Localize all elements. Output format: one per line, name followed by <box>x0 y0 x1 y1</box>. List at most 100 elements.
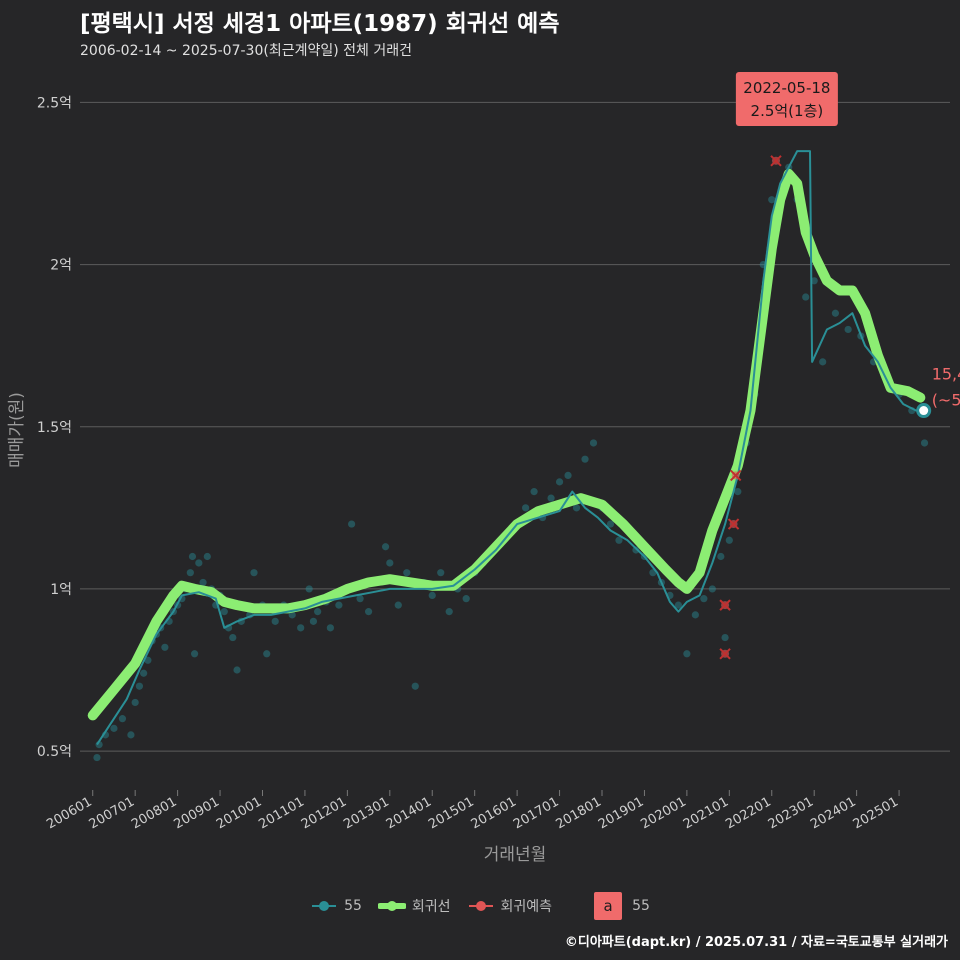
transaction-point <box>734 488 742 496</box>
x-tick-label: 202501 <box>851 794 901 832</box>
x-tick-label: 201901 <box>596 794 646 832</box>
x-tick-label: 200901 <box>172 794 222 832</box>
transaction-point <box>305 585 313 593</box>
transaction-point <box>326 624 334 632</box>
prediction-marker <box>719 648 731 660</box>
x-tick-label: 200801 <box>129 794 179 832</box>
transaction-point <box>522 504 530 512</box>
legend-label-55: 55 <box>344 898 362 914</box>
legend-item-prediction[interactable]: 회귀예측 <box>467 896 553 916</box>
prediction-marker <box>719 599 731 611</box>
transaction-point <box>674 601 682 609</box>
transaction-point <box>356 595 364 603</box>
x-tick-label: 201601 <box>469 794 519 832</box>
transaction-point <box>190 650 199 658</box>
transaction-point <box>309 617 318 625</box>
transaction-point <box>140 669 148 677</box>
x-tick-label: 202101 <box>681 794 731 832</box>
y-axis-title: 매매가(원) <box>7 392 27 468</box>
latest-value-label: 15,475 <box>932 365 960 384</box>
transaction-point <box>314 608 322 616</box>
y-tick-label: 1억 <box>50 582 72 598</box>
transaction-point <box>135 682 144 690</box>
transaction-point <box>768 196 776 204</box>
transaction-point <box>547 494 555 502</box>
x-tick-label: 202201 <box>723 794 773 832</box>
transaction-point <box>271 617 279 625</box>
peak-annotation-box <box>735 72 838 126</box>
transaction-point <box>802 293 810 301</box>
transaction-point <box>831 309 840 317</box>
peak-date-label: 2022-05-18 <box>743 79 830 97</box>
x-tick-label: 201101 <box>256 794 306 832</box>
transaction-point <box>335 601 343 609</box>
transaction-point <box>386 559 394 567</box>
transaction-point <box>462 595 470 603</box>
transaction-point <box>220 608 228 616</box>
transaction-point <box>233 666 241 674</box>
legend-key-regression <box>377 901 406 911</box>
transaction-point <box>250 569 258 577</box>
x-tick-label: 201001 <box>214 794 264 832</box>
transaction-point <box>632 546 640 554</box>
legend-key-55 <box>312 901 337 911</box>
x-tick-label: 201801 <box>554 794 604 832</box>
chart-title: [평택시] 서정 세경1 아파트(1987) 회귀선 예측 <box>80 11 560 37</box>
transaction-point <box>364 608 373 616</box>
x-tick-label: 201301 <box>341 794 391 832</box>
legend-text-key: a <box>594 892 623 920</box>
legend-item-regression[interactable]: 회귀선 <box>377 896 451 916</box>
transaction-point <box>721 633 729 642</box>
transaction-point <box>530 488 538 496</box>
transaction-point <box>195 559 203 567</box>
transaction-point <box>186 569 194 577</box>
transaction-point <box>810 277 818 285</box>
transaction-point <box>428 591 436 600</box>
transaction-point <box>615 536 623 544</box>
transaction-point <box>110 724 118 732</box>
transaction-point <box>403 569 411 577</box>
prediction-marker <box>770 155 782 167</box>
x-tick-label: 201501 <box>426 794 476 832</box>
transaction-point <box>131 698 139 707</box>
transaction-point <box>118 715 127 723</box>
chart-subtitle: 2006-02-14 ~ 2025-07-30(최근계약일) 전체 거래건 <box>80 43 412 59</box>
transaction-point <box>445 608 453 616</box>
x-tick-label: 201401 <box>384 794 434 832</box>
footer-credit: ©디아파트(dapt.kr) / 2025.07.31 / 자료=국토교통부 실… <box>564 935 948 950</box>
transaction-point <box>437 569 445 577</box>
legend-item-55[interactable]: 55 <box>310 896 362 916</box>
transaction-point <box>161 643 169 651</box>
x-tick-label: 200701 <box>87 794 137 832</box>
latest-area-label: (~55㎡) <box>932 391 960 410</box>
regression-line <box>87 168 926 721</box>
legend-label-regression: 회귀선 <box>411 899 451 915</box>
transaction-point <box>572 504 581 512</box>
x-tick-label: 202301 <box>766 794 816 832</box>
x-tick-label: 202001 <box>638 794 688 832</box>
transaction-point <box>683 650 691 658</box>
y-tick-label: 2.5억 <box>37 95 72 111</box>
prediction-marker <box>729 469 742 482</box>
legend: 55 회귀선 회귀예측 a 55 <box>0 892 960 920</box>
transaction-point <box>564 471 572 480</box>
y-tick-label: 2억 <box>50 258 72 274</box>
y-tick-label: 0.5억 <box>37 744 72 760</box>
peak-value-label: 2.5억(1층) <box>751 102 824 120</box>
transaction-point <box>717 552 725 561</box>
transaction-point <box>555 478 564 486</box>
prediction-marker <box>727 518 740 530</box>
transaction-point <box>127 731 135 739</box>
transaction-point <box>581 455 589 463</box>
y-tick-label: 1.5억 <box>37 420 72 436</box>
x-axis-title: 거래년월 <box>484 845 547 865</box>
legend-label-prediction: 회귀예측 <box>500 899 553 915</box>
transaction-point <box>297 624 305 632</box>
transaction-point <box>394 601 402 609</box>
x-tick-label: 202401 <box>808 794 858 832</box>
x-tick-label: 201201 <box>299 794 349 832</box>
transaction-point <box>708 585 716 593</box>
transaction-point <box>691 611 699 619</box>
transaction-point <box>725 536 733 544</box>
